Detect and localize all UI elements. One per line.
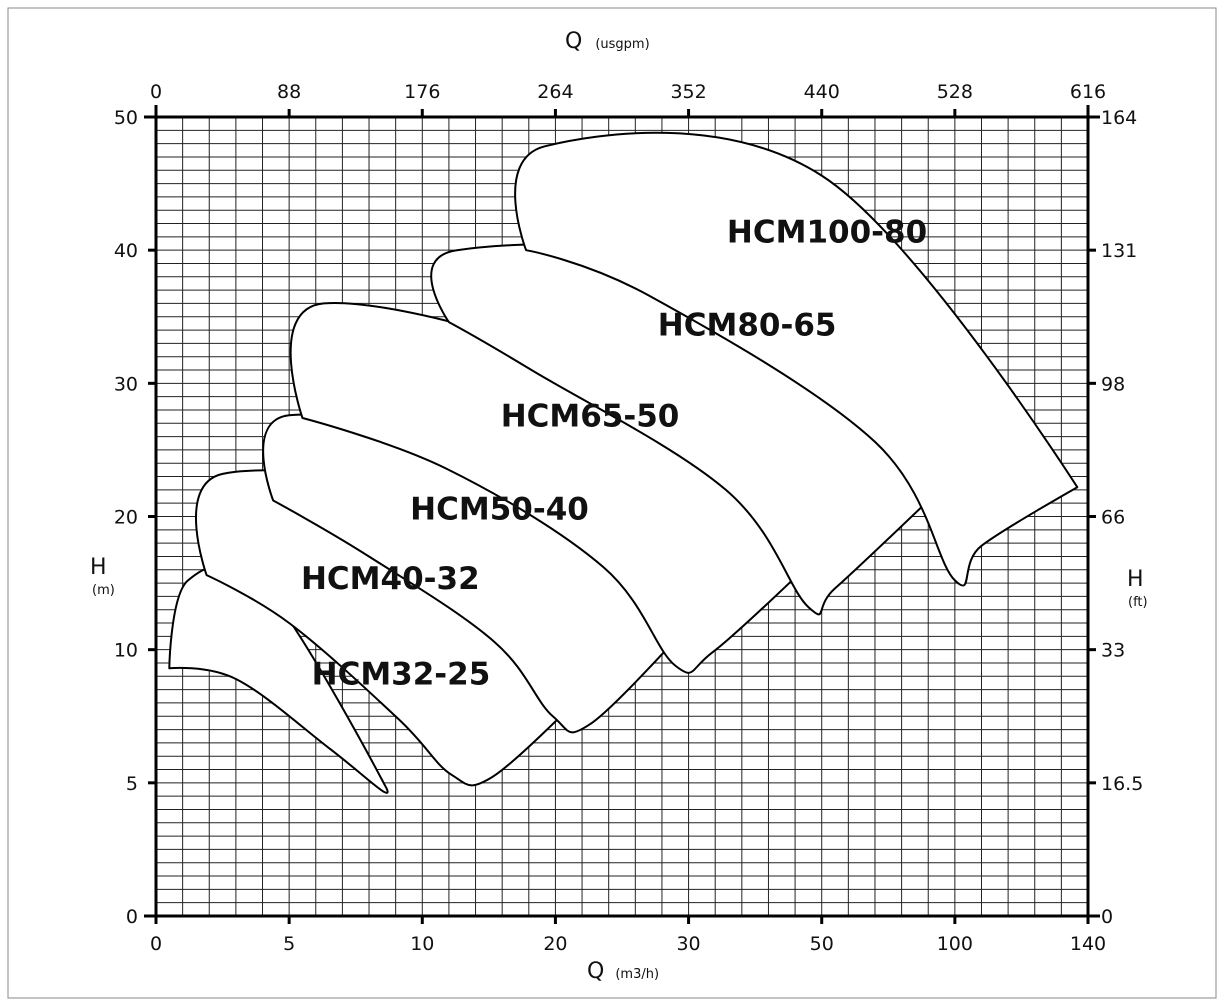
bottom-tick-label: 20 — [543, 933, 567, 955]
region-label: HCM80-65 — [658, 308, 837, 344]
region-label: HCM50-40 — [410, 492, 589, 528]
right-tick-label: 98 — [1101, 373, 1125, 395]
left-axis-unit: (m) — [92, 583, 115, 598]
top-tick-label: 616 — [1070, 81, 1106, 103]
right-tick-label: 164 — [1101, 107, 1137, 129]
bottom-tick-label: 50 — [810, 933, 834, 955]
left-axis-letter: H — [90, 555, 107, 580]
region-labels: HCM32-25 HCM40-32 HCM50-40 HCM65-50 HCM80-65… — [301, 215, 927, 693]
performance-regions — [168, 131, 1079, 794]
left-tick-label: 0 — [126, 906, 138, 928]
right-axis-letter: H — [1127, 567, 1144, 592]
right-tick-label: 131 — [1101, 240, 1137, 262]
right-tick-label: 66 — [1101, 507, 1125, 529]
top-tick-label: 352 — [670, 81, 706, 103]
top-tick-label: 264 — [537, 81, 573, 103]
bottom-axis-letter: Q — [587, 959, 604, 984]
bottom-tick-label: 30 — [676, 933, 700, 955]
bottom-tick-label: 140 — [1070, 933, 1106, 955]
region-label: HCM40-32 — [301, 561, 480, 597]
performance-region — [514, 131, 1079, 587]
bottom-tick-label: 5 — [283, 933, 295, 955]
top-tick-label: 88 — [277, 81, 301, 103]
right-axis-unit: (ft) — [1128, 595, 1148, 610]
left-tick-label: 10 — [114, 640, 138, 662]
bottom-axis-unit: (m3/h) — [615, 967, 659, 982]
left-tick-label: 5 — [126, 773, 138, 795]
performance-region — [168, 564, 389, 794]
region-label: HCM32-25 — [312, 657, 491, 693]
top-axis-title: Q (usgpm) — [565, 29, 650, 54]
bottom-axis-title: Q (m3/h) — [587, 959, 659, 984]
top-axis-letter: Q — [565, 29, 582, 54]
bottom-tick-label: 100 — [937, 933, 973, 955]
top-tick-label: 528 — [937, 81, 973, 103]
top-tick-label: 440 — [804, 81, 840, 103]
left-tick-label: 40 — [114, 240, 138, 262]
top-tick-label: 176 — [404, 81, 440, 103]
left-tick-label: 20 — [114, 507, 138, 529]
bottom-tick-label: 0 — [150, 933, 162, 955]
performance-region — [289, 301, 805, 674]
left-tick-label: 50 — [114, 107, 138, 129]
outer-border — [7, 7, 1217, 999]
top-tick-label: 0 — [150, 81, 162, 103]
right-tick-label: 33 — [1101, 640, 1125, 662]
bottom-tick-label: 10 — [410, 933, 434, 955]
left-tick-label: 30 — [114, 373, 138, 395]
right-tick-label: 16.5 — [1101, 773, 1143, 795]
region-label: HCM65-50 — [501, 398, 680, 434]
region-label: HCM100-80 — [727, 215, 927, 251]
top-axis-unit: (usgpm) — [595, 37, 649, 52]
right-tick-label: 0 — [1101, 906, 1113, 928]
